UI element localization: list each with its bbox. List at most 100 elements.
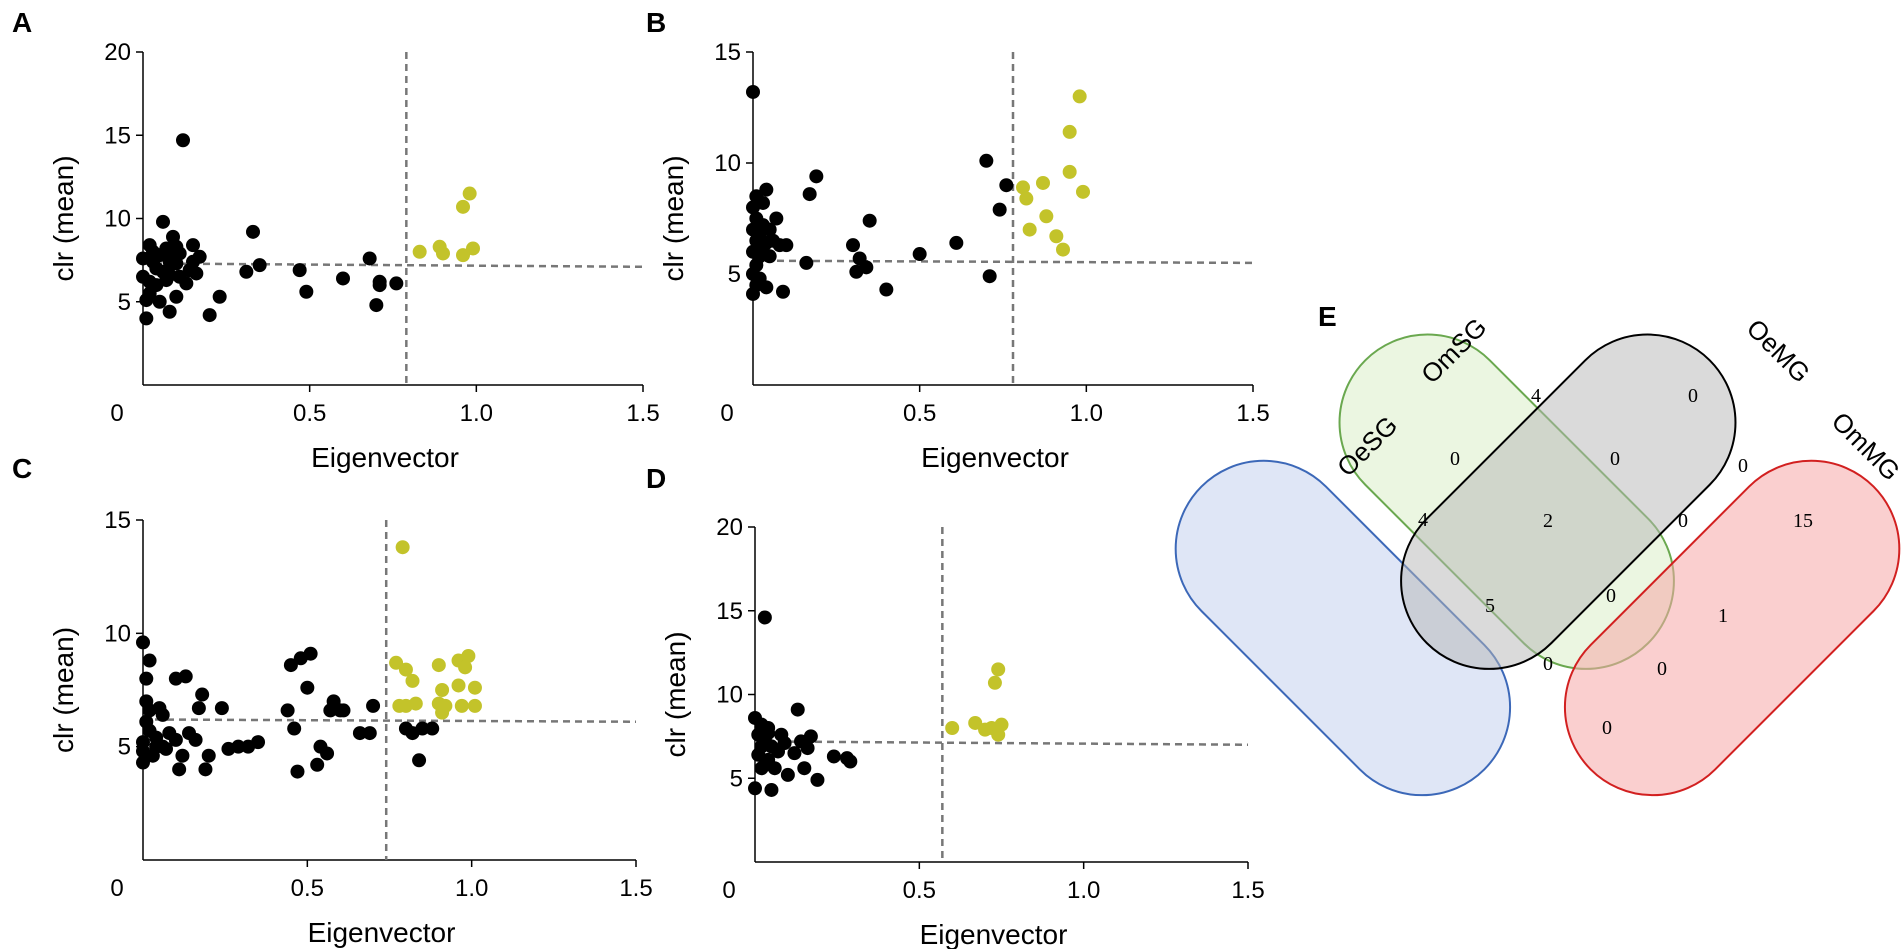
data-point-other — [757, 610, 772, 625]
data-point-other — [746, 84, 760, 99]
data-point-other — [999, 178, 1014, 193]
data-point-other — [155, 707, 170, 722]
data-point-other — [759, 182, 774, 197]
y-tick-label: 10 — [104, 620, 131, 647]
data-point-other — [320, 746, 335, 761]
data-point-other — [280, 703, 295, 718]
venn-count-oemg-ommg: 0 — [1738, 455, 1748, 477]
data-point-hub — [454, 698, 469, 713]
data-point-other — [292, 263, 307, 278]
data-point-other — [310, 757, 325, 772]
data-point-other — [992, 202, 1007, 217]
data-point-hub — [945, 721, 960, 735]
data-point-other — [372, 278, 387, 293]
origin-label: 0 — [720, 400, 733, 427]
data-point-other — [912, 247, 927, 262]
clr-threshold-line — [752, 259, 1254, 265]
data-point-hub — [987, 675, 1002, 690]
x-tick-label: 1.0 — [455, 875, 488, 902]
data-point-other — [800, 741, 815, 756]
y-axis-title: clr (mean) — [48, 627, 79, 753]
data-point-other — [415, 721, 430, 736]
scatter-panel-d: 5 10 15 20 0.5 1.0 1.5 0 Eigenvector clr (mean) — [660, 514, 1265, 949]
data-point-other — [764, 782, 779, 797]
y-axis-title: clr (mean) — [48, 155, 79, 281]
data-point-hub — [1016, 180, 1030, 195]
data-point-other — [846, 238, 860, 253]
data-point-other — [336, 271, 350, 286]
data-point-hub — [1056, 242, 1070, 257]
y-tick-label: 5 — [118, 289, 131, 316]
x-axis-title: Eigenvector — [921, 442, 1069, 473]
y-tick-label: 15 — [104, 122, 131, 149]
x-tick-label: 0.5 — [293, 400, 326, 427]
data-point-other — [761, 726, 776, 741]
x-tick-label: 1.5 — [1236, 400, 1269, 427]
y-tick-label: 20 — [104, 39, 131, 66]
data-point-other — [192, 249, 207, 264]
venn-count-oemg-only: 0 — [1688, 385, 1698, 407]
data-point-other — [797, 761, 812, 776]
data-point-hub — [1036, 175, 1050, 190]
data-point-other — [362, 726, 377, 741]
x-tick-label: 1.0 — [1067, 877, 1100, 904]
data-point-other — [762, 222, 777, 237]
data-point-other — [201, 748, 216, 763]
data-point-other — [803, 729, 818, 744]
data-point-other — [879, 282, 894, 297]
data-point-other — [790, 702, 805, 717]
venn-set-oemg — [1400, 333, 1737, 670]
data-point-other — [195, 687, 210, 702]
data-point-other — [212, 289, 227, 304]
venn-count-ommg-only: 15 — [1793, 510, 1813, 532]
y-tick-label: 10 — [716, 682, 743, 709]
data-point-hub — [438, 698, 453, 713]
x-tick-label: 1.0 — [1070, 400, 1103, 427]
data-point-hub — [1062, 164, 1077, 179]
y-tick-label: 20 — [716, 514, 743, 541]
data-point-hub — [994, 717, 1009, 732]
data-point-other — [169, 289, 184, 304]
y-tick-label: 15 — [714, 39, 741, 66]
data-point-other — [142, 653, 157, 668]
data-point-other — [425, 721, 440, 736]
x-tick-label: 1.0 — [460, 400, 493, 427]
y-tick-label: 5 — [118, 734, 131, 761]
panel-letter-b: B — [646, 7, 666, 38]
data-point-other — [156, 214, 170, 229]
data-point-hub — [461, 649, 476, 663]
x-tick-label: 0.5 — [291, 875, 324, 902]
data-point-other — [810, 772, 825, 787]
data-point-hub — [1062, 124, 1077, 139]
data-point-other — [252, 258, 267, 273]
data-point-other — [198, 762, 213, 777]
origin-label: 0 — [110, 875, 123, 902]
y-axis-title: clr (mean) — [660, 631, 691, 757]
data-point-hub — [462, 186, 477, 201]
x-axis-title: Eigenvector — [308, 917, 456, 948]
venn-count-oesg-oemg-ommg: 0 — [1543, 653, 1553, 675]
x-tick-label: 0.5 — [903, 877, 936, 904]
data-point-other — [189, 266, 204, 281]
x-tick-label: 1.5 — [626, 400, 659, 427]
clr-threshold-line — [754, 740, 1249, 746]
data-point-hub — [389, 655, 404, 670]
panel-letter-d: D — [646, 463, 666, 494]
data-point-other — [336, 703, 351, 718]
y-tick-label: 10 — [104, 206, 131, 233]
venn-label-oemg: OeMG — [1741, 313, 1816, 388]
data-point-hub — [458, 660, 473, 675]
venn-count-oesg-ommg: 0 — [1602, 717, 1612, 739]
data-point-other — [982, 269, 997, 284]
data-point-other — [162, 304, 177, 319]
data-point-other — [246, 224, 260, 239]
data-point-other — [290, 764, 305, 779]
x-axis-title: Eigenvector — [311, 442, 459, 473]
y-tick-label: 15 — [716, 598, 743, 625]
data-point-other — [802, 187, 817, 202]
data-point-other — [756, 195, 770, 210]
data-point-other — [776, 284, 790, 299]
data-point-hub — [467, 698, 482, 713]
data-point-other — [759, 280, 774, 295]
